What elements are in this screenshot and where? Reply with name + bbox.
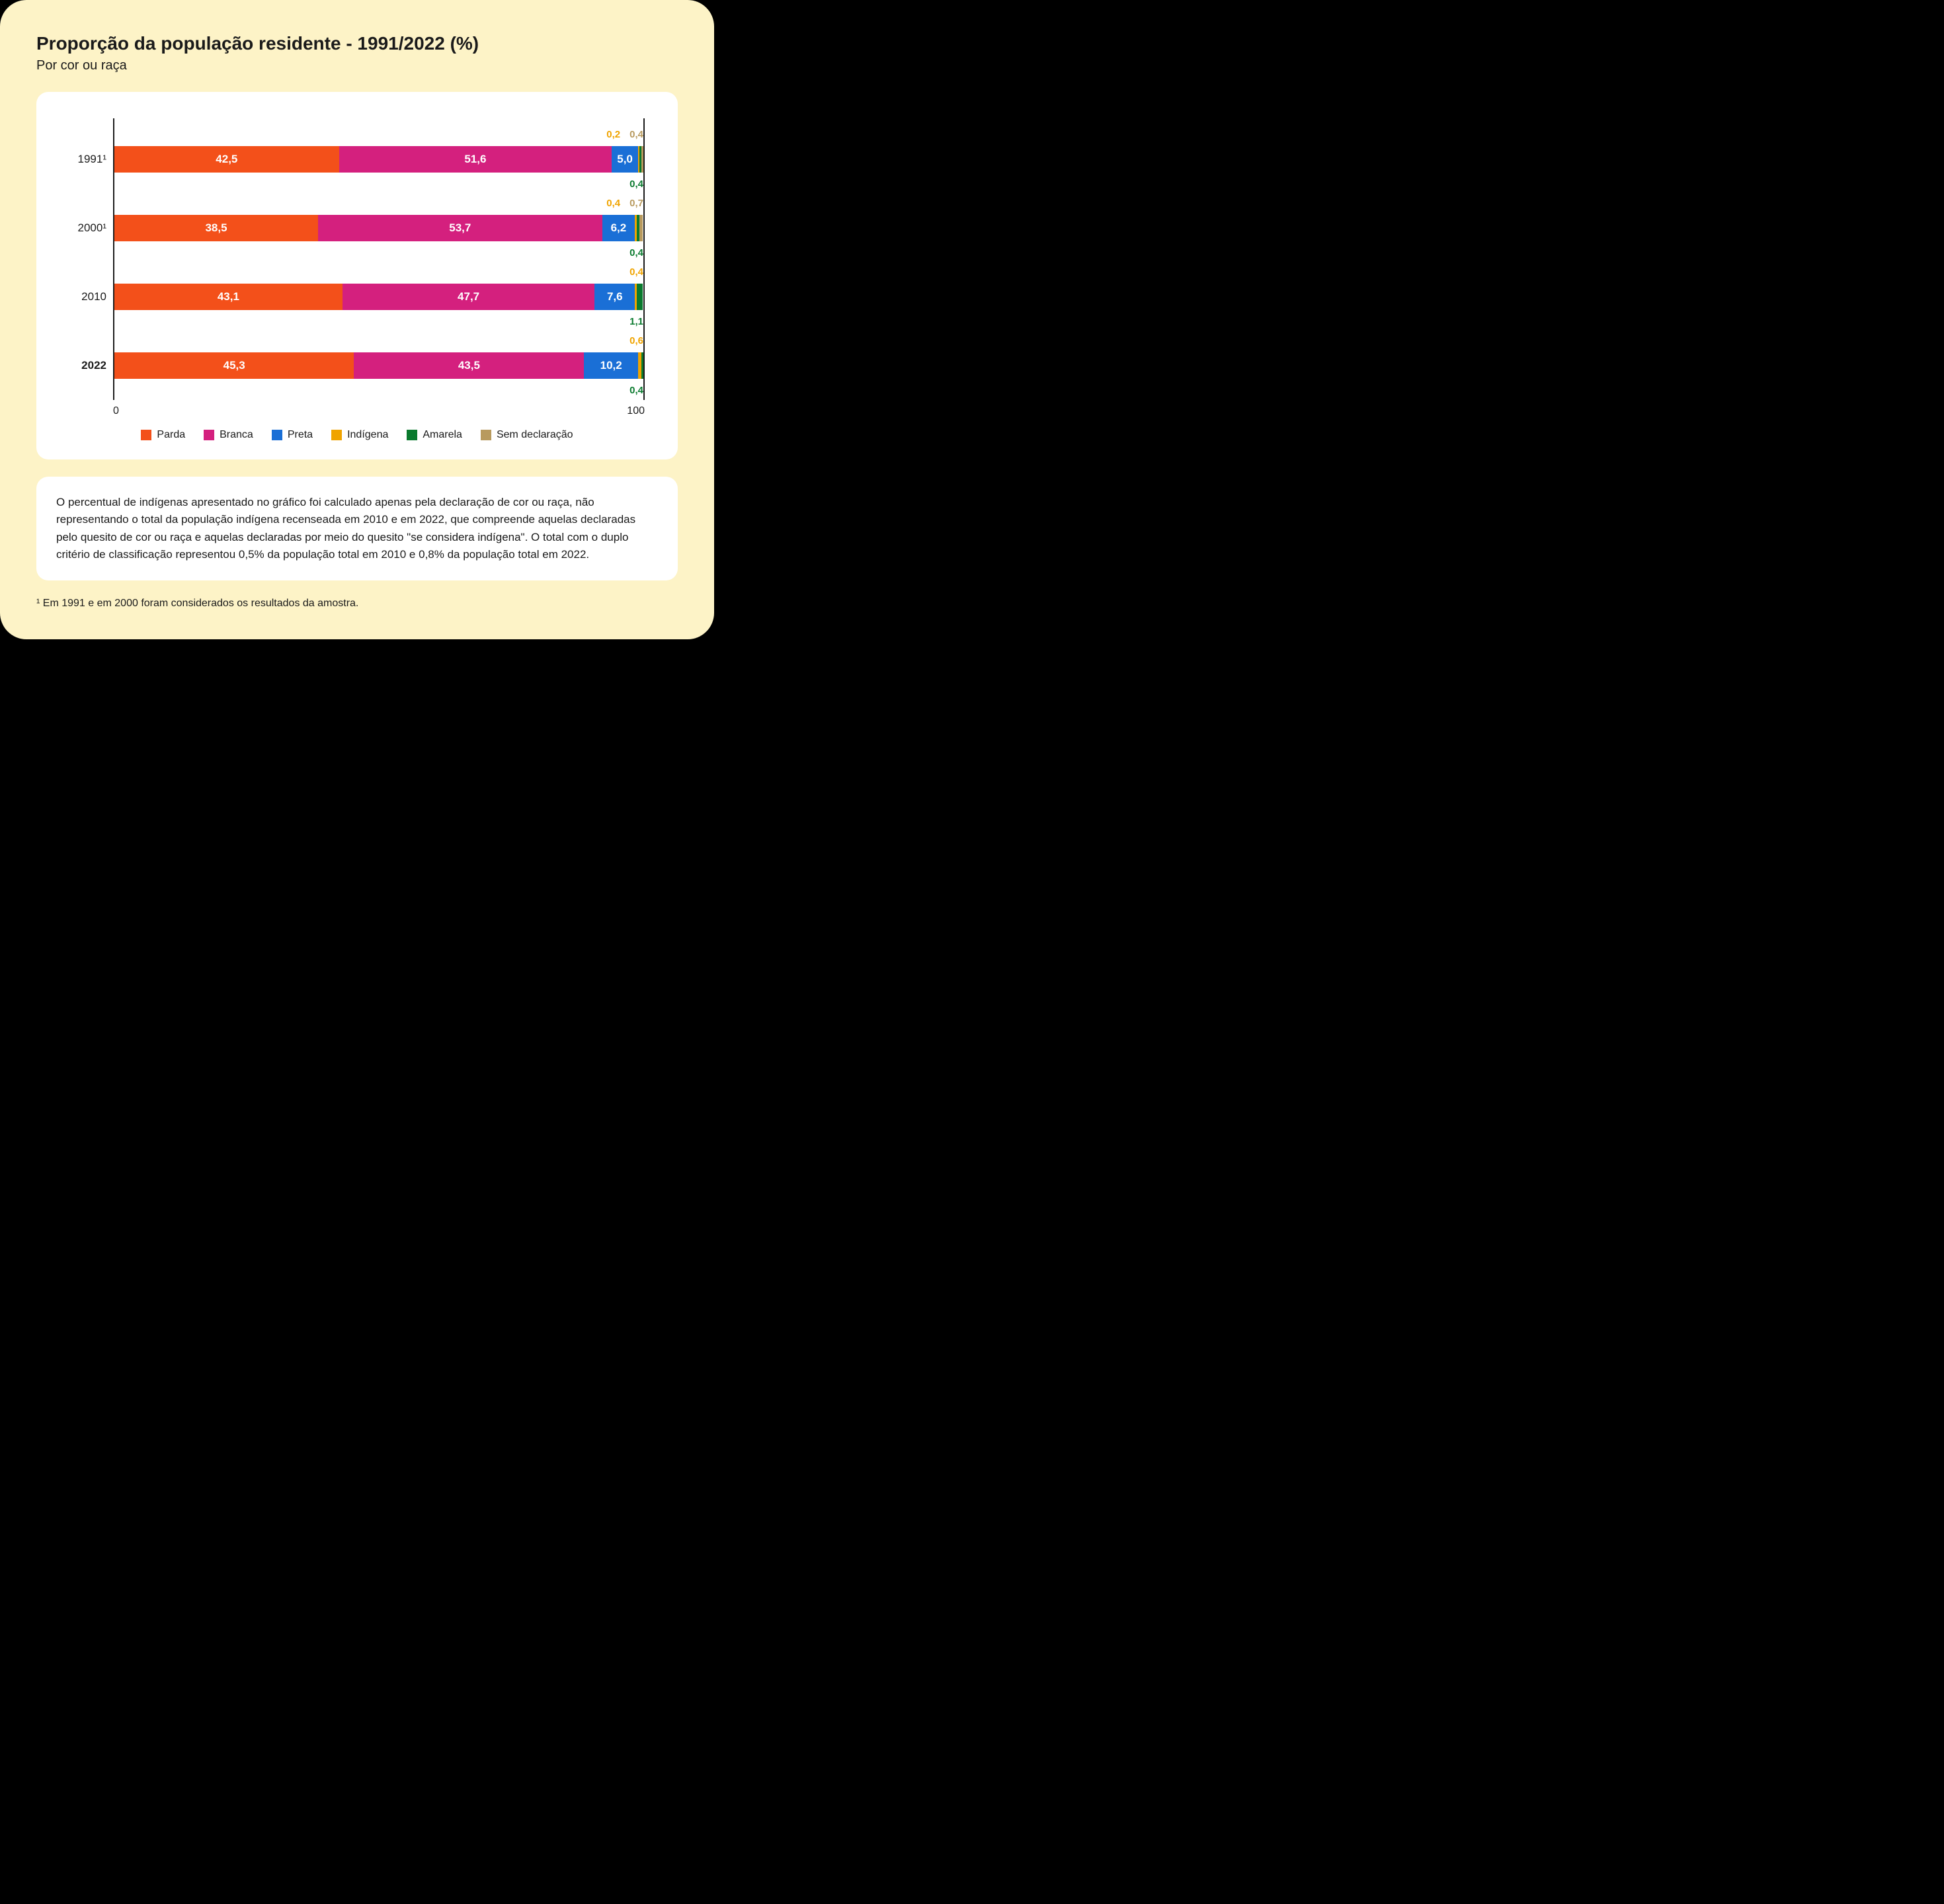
bar-row: 202245,343,510,20,60,4 — [114, 331, 643, 400]
legend-label: Preta — [288, 429, 313, 441]
infographic-card: Proporção da população residente - 1991/… — [0, 0, 714, 639]
bar-row: 201043,147,77,60,41,1 — [114, 262, 643, 331]
bar-segment: 38,5 — [114, 215, 318, 241]
row-label: 2000¹ — [64, 221, 106, 235]
bar-segment: 45,3 — [114, 352, 354, 379]
legend-swatch — [272, 430, 282, 440]
legend-label: Parda — [157, 429, 185, 441]
legend-item: Amarela — [407, 429, 462, 441]
external-value-label: 0,6 — [629, 335, 643, 346]
bar-segment — [637, 284, 643, 310]
bar-segment: 10,2 — [584, 352, 638, 379]
bar-segment — [639, 215, 643, 241]
legend-label: Indígena — [347, 429, 388, 441]
bar-segment: 53,7 — [318, 215, 602, 241]
external-labels-bottom: 0,4 — [629, 247, 643, 258]
external-value-label: 0,4 — [629, 266, 643, 278]
row-label: 2022 — [64, 359, 106, 372]
external-labels-bottom: 1,1 — [629, 316, 643, 327]
legend-swatch — [331, 430, 342, 440]
chart-subtitle: Por cor ou raça — [36, 58, 678, 73]
chart-title: Proporção da população residente - 1991/… — [36, 33, 678, 54]
legend-swatch — [141, 430, 151, 440]
bar-row: 2000¹38,553,76,20,40,70,4 — [114, 194, 643, 262]
bar-segment — [641, 146, 643, 173]
bar-segment: 43,1 — [114, 284, 343, 310]
external-labels-bottom: 0,4 — [629, 178, 643, 190]
external-labels-top: 0,4 — [629, 266, 643, 278]
external-labels-bottom: 0,4 — [629, 385, 643, 396]
plot-area: 1991¹42,551,65,00,20,40,42000¹38,553,76,… — [113, 118, 645, 400]
external-value-label: 0,7 — [629, 198, 643, 209]
stacked-bar: 42,551,65,0 — [114, 146, 643, 173]
external-value-label: 0,2 — [606, 129, 620, 140]
external-labels-top: 0,6 — [629, 335, 643, 346]
bar-segment — [641, 352, 643, 379]
x-axis: 0 100 — [113, 405, 645, 417]
bar-segment: 51,6 — [339, 146, 612, 173]
legend-item: Parda — [141, 429, 185, 441]
stacked-bar: 45,343,510,2 — [114, 352, 643, 379]
legend-label: Branca — [220, 429, 253, 441]
bar-segment: 7,6 — [594, 284, 635, 310]
bar-row: 1991¹42,551,65,00,20,40,4 — [114, 125, 643, 194]
legend-swatch — [407, 430, 417, 440]
footnote: ¹ Em 1991 e em 2000 foram considerados o… — [36, 598, 678, 610]
chart-container: 1991¹ 42,551,65,0 0,2 0,4 0,4 2000¹ 38,553,76,… — [36, 92, 678, 459]
external-value-label: 0,4 — [606, 198, 620, 209]
x-tick-max: 100 — [627, 405, 645, 417]
external-value-label: 0,4 — [629, 247, 643, 258]
legend-item: Branca — [204, 429, 253, 441]
external-value-label: 0,4 — [629, 385, 643, 396]
bar-segment: 43,5 — [354, 352, 584, 379]
legend: Parda Branca Preta Indígena Amarela Sem decla… — [63, 429, 651, 441]
bar-segment: 47,7 — [343, 284, 595, 310]
bar-segment: 6,2 — [602, 215, 635, 241]
legend-item: Indígena — [331, 429, 388, 441]
external-value-label: 0,4 — [629, 129, 643, 140]
note-box: O percentual de indígenas apresentado no… — [36, 477, 678, 580]
legend-swatch — [204, 430, 214, 440]
legend-item: Sem declaração — [481, 429, 573, 441]
legend-swatch — [481, 430, 491, 440]
external-value-label: 0,4 — [629, 178, 643, 190]
stacked-bar: 43,147,77,6 — [114, 284, 643, 310]
external-labels-top: 0,4 0,7 — [606, 198, 643, 209]
x-tick-min: 0 — [113, 405, 119, 417]
external-value-label: 1,1 — [629, 316, 643, 327]
stacked-bar: 38,553,76,2 — [114, 215, 643, 241]
legend-label: Sem declaração — [497, 429, 573, 441]
row-label: 1991¹ — [64, 153, 106, 166]
bar-segment: 42,5 — [114, 146, 339, 173]
bar-segment: 5,0 — [612, 146, 638, 173]
legend-label: Amarela — [423, 429, 462, 441]
legend-item: Preta — [272, 429, 313, 441]
external-labels-top: 0,2 0,4 — [606, 129, 643, 140]
row-label: 2010 — [64, 290, 106, 303]
